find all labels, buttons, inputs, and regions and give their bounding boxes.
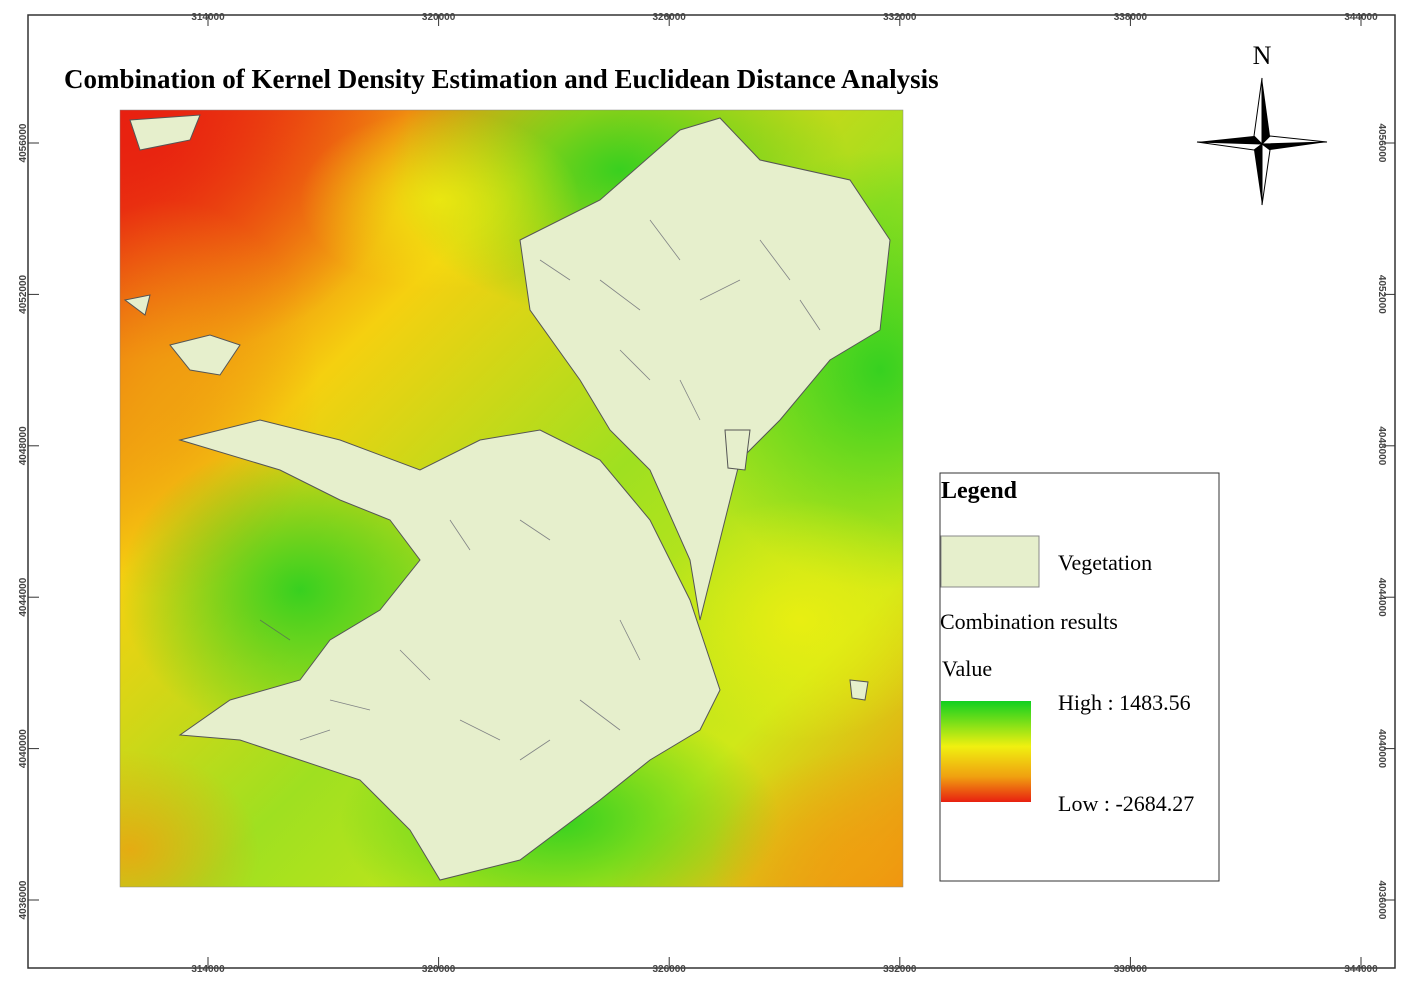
y-tick-label: 4056000 [18,123,29,162]
legend: Legend Vegetation Combination results Va… [939,472,1220,882]
legend-field: Value [942,656,992,681]
x-tick-label: 314000 [191,964,225,975]
y-tick-label: 4052000 [1376,275,1387,314]
frame [27,14,1396,969]
y-tick-label: 4048000 [1376,426,1387,465]
x-tick-label: 314000 [191,12,225,23]
y-tick-label: 4044000 [1376,578,1387,617]
y-tick-label: 4040000 [18,729,29,768]
raster [120,110,903,887]
legend-layer: Combination results [940,609,1118,634]
x-tick-label: 344000 [1344,12,1378,23]
x-tick-label: 338000 [1114,12,1148,23]
x-tick-label: 326000 [653,12,687,23]
map-extent [119,109,904,888]
y-tick-label: 4040000 [1376,729,1387,768]
legend-high: High : 1483.56 [1058,690,1191,715]
north-label: N [1253,41,1272,70]
legend-low: Low : -2684.27 [1058,791,1194,816]
color-ramp [941,701,1031,802]
x-tick-label: 320000 [422,12,456,23]
y-tick-label: 4048000 [18,426,29,465]
x-tick-label: 338000 [1114,964,1148,975]
legend-title: Legend [941,478,1018,504]
x-tick-label: 332000 [883,964,917,975]
y-tick-label: 4052000 [18,274,29,313]
y-tick-label: 4044000 [18,577,29,616]
x-tick-label: 326000 [653,964,687,975]
x-tick-label: 320000 [422,964,456,975]
graticule-ticks: 314000 314000 320000 320000 326000 326000 3320… [18,12,1395,975]
x-tick-label: 332000 [883,12,917,23]
y-tick-label: 4036000 [1376,881,1387,920]
y-tick-label: 4036000 [18,880,29,919]
y-tick-label: 4056000 [1376,124,1387,163]
map-title: Combination of Kernel Density Estimation… [64,64,939,94]
x-tick-label: 344000 [1344,964,1378,975]
vegetation-swatch [940,535,1040,588]
legend-vegetation: Vegetation [1058,550,1152,575]
north-arrow: N [1196,41,1328,206]
